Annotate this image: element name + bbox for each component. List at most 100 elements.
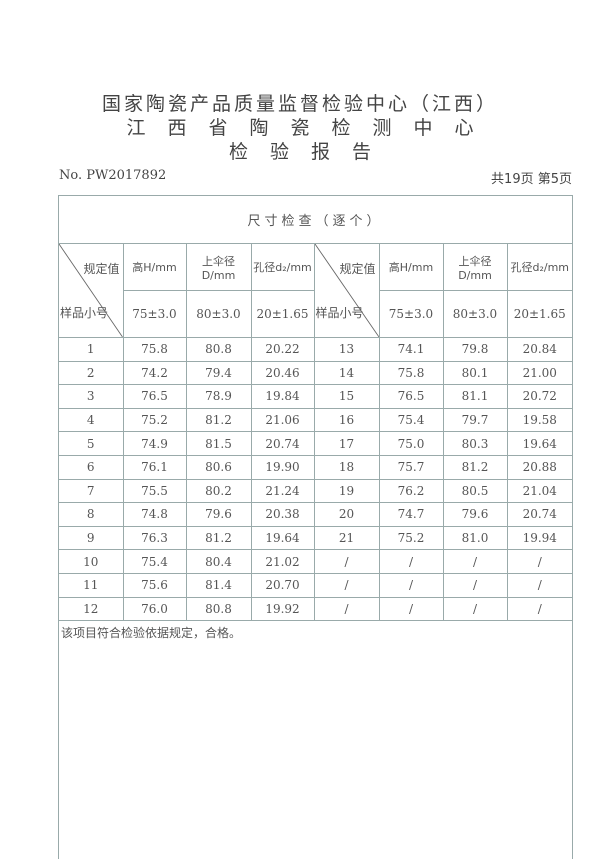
corner-top-label: 规定值 bbox=[83, 262, 120, 276]
measurement-cell: 80.8 bbox=[185, 596, 252, 622]
measurement-cell: 80.1 bbox=[442, 360, 508, 386]
spec-cell: 75±3.0 bbox=[123, 290, 187, 338]
measurement-cell: / bbox=[506, 572, 572, 598]
column-header: 高H/mm bbox=[378, 243, 444, 291]
conclusion-remark: 该项目符合检验依据规定，合格。 bbox=[59, 620, 572, 858]
table-row: 10 75.4 80.4 21.02// / / bbox=[59, 549, 572, 574]
measurement-cell: 20.84 bbox=[506, 337, 572, 362]
measurement-cell: 21.00 bbox=[506, 360, 572, 386]
measurement-cell: 19.64 bbox=[250, 525, 315, 551]
spec-cell: 20±1.65 bbox=[506, 290, 572, 338]
measurement-cell: 81.4 bbox=[185, 572, 252, 598]
measurement-cell: / bbox=[442, 549, 508, 574]
sample-number-cell: 16 bbox=[313, 407, 380, 433]
sample-number-cell: 9 bbox=[59, 525, 124, 551]
measurement-cell: 78.9 bbox=[185, 384, 252, 409]
measurement-cell: 19.94 bbox=[506, 525, 572, 551]
measurement-cell: 81.2 bbox=[185, 525, 252, 551]
measurement-cell: / bbox=[506, 549, 572, 574]
diagonal-line bbox=[314, 244, 379, 337]
measurement-cell: 75.4 bbox=[122, 549, 187, 574]
measurement-cell: 76.3 bbox=[122, 525, 187, 551]
table-row: 3 76.5 78.9 19.84 15 76.5 81.1 20.72 bbox=[59, 384, 572, 409]
measurement-cell: 19.58 bbox=[506, 407, 572, 433]
measurement-cell: / bbox=[442, 572, 508, 598]
measurement-cell: 19.64 bbox=[506, 431, 572, 456]
sample-number-cell: 2 bbox=[59, 360, 124, 386]
measurement-cell: 79.7 bbox=[442, 407, 508, 433]
table-row: 12 76.0 80.8 19.92// / / bbox=[59, 596, 572, 622]
measurement-cell: 80.2 bbox=[185, 478, 252, 504]
inspection-table: 尺寸检查（逐个） 规定值 样品小号 高H/mm 上伞径D/mm 孔径d₂/mm 规定值 样品… bbox=[58, 195, 573, 859]
table-row: 4 75.2 81.2 21.06 16 75.4 79.7 19.58 bbox=[59, 407, 572, 433]
sample-number-cell: 10 bbox=[59, 549, 124, 574]
measurement-cell: 80.5 bbox=[442, 478, 508, 504]
measurement-cell: 21.06 bbox=[250, 407, 315, 433]
sample-number-cell: 17 bbox=[313, 431, 380, 456]
column-header: 孔径d₂/mm bbox=[506, 243, 572, 291]
measurement-cell: 20.72 bbox=[506, 384, 572, 409]
measurement-cell: / bbox=[506, 596, 572, 622]
measurement-cell: 74.1 bbox=[378, 337, 444, 362]
measurement-cell: 81.5 bbox=[185, 431, 252, 456]
measurement-cell: 75.5 bbox=[122, 478, 187, 504]
sample-number-cell: 5 bbox=[59, 431, 124, 456]
measurement-cell: 75.6 bbox=[122, 572, 187, 598]
measurement-cell: 21.24 bbox=[250, 478, 315, 504]
measurement-cell: 81.2 bbox=[442, 454, 508, 480]
sample-number-cell: 15 bbox=[313, 384, 380, 409]
measurement-cell: 81.1 bbox=[442, 384, 508, 409]
table-row: 9 76.3 81.2 19.64 21 75.2 81.0 19.94 bbox=[59, 525, 572, 551]
column-header: 孔径d₂/mm bbox=[250, 243, 315, 291]
corner-header-cell: 规定值样品小号 bbox=[59, 243, 124, 338]
measurement-cell: 20.74 bbox=[250, 431, 315, 456]
table-caption: 尺寸检查（逐个） bbox=[59, 196, 572, 244]
sample-number-cell: 18 bbox=[313, 454, 380, 480]
sample-number-cell: 7 bbox=[59, 478, 124, 504]
measurement-cell: 19.84 bbox=[250, 384, 315, 409]
measurement-cell: 19.90 bbox=[250, 454, 315, 480]
measurement-cell: 76.2 bbox=[378, 478, 444, 504]
sample-number-cell: 21 bbox=[313, 525, 380, 551]
center-name-local: 江西省陶瓷检测中心 bbox=[126, 117, 496, 139]
sample-number-cell: / bbox=[313, 549, 380, 574]
measurement-cell: 21.04 bbox=[506, 478, 572, 504]
measurement-cell: 80.3 bbox=[442, 431, 508, 456]
measurement-cell: 75.2 bbox=[378, 525, 444, 551]
measurement-cell: 76.0 bbox=[122, 596, 187, 622]
measurement-cell: 20.88 bbox=[506, 454, 572, 480]
measurement-cell: 75.0 bbox=[378, 431, 444, 456]
report-number: No. PW2017892 bbox=[59, 168, 167, 183]
column-header: 高H/mm bbox=[122, 243, 187, 291]
table-row: 6 76.1 80.6 19.90 18 75.7 81.2 20.88 bbox=[59, 454, 572, 480]
sample-number-cell: 8 bbox=[59, 502, 124, 527]
column-header: 上伞径D/mm bbox=[442, 243, 508, 291]
measurement-cell: 74.2 bbox=[122, 360, 187, 386]
sample-number-cell: / bbox=[313, 596, 380, 622]
spec-cell: 80±3.0 bbox=[185, 290, 252, 338]
sample-number-cell: 13 bbox=[313, 337, 380, 362]
table-row: 11 75.6 81.4 20.70// / / bbox=[59, 572, 572, 598]
sample-number-cell: 12 bbox=[59, 596, 124, 622]
report-title: 检验报告 bbox=[228, 141, 393, 163]
corner-bottom-label: 样品小号 bbox=[60, 306, 109, 320]
measurement-cell: 74.8 bbox=[122, 502, 187, 527]
measurement-cell: 76.1 bbox=[122, 454, 187, 480]
spec-cell: 20±1.65 bbox=[250, 290, 315, 338]
measurement-cell: / bbox=[378, 549, 444, 574]
measurement-cell: 80.8 bbox=[185, 337, 252, 362]
sample-number-cell: 6 bbox=[59, 454, 124, 480]
measurement-cell: 79.6 bbox=[442, 502, 508, 527]
measurement-cell: 79.4 bbox=[185, 360, 252, 386]
measurement-cell: 20.22 bbox=[250, 337, 315, 362]
measurement-cell: 20.38 bbox=[250, 502, 315, 527]
measurement-cell: 75.7 bbox=[378, 454, 444, 480]
sample-number-cell: 14 bbox=[313, 360, 380, 386]
table-row: 7 75.5 80.2 21.24 19 76.2 80.5 21.04 bbox=[59, 478, 572, 504]
sample-number-cell: 3 bbox=[59, 384, 124, 409]
measurement-cell: 76.5 bbox=[122, 384, 187, 409]
measurement-cell: 75.4 bbox=[378, 407, 444, 433]
table-row: 8 74.8 79.6 20.38 20 74.7 79.6 20.74 bbox=[59, 502, 572, 527]
center-name: 国家陶瓷产品质量监督检验中心（江西） bbox=[101, 93, 498, 115]
corner-top-label: 规定值 bbox=[339, 262, 376, 276]
